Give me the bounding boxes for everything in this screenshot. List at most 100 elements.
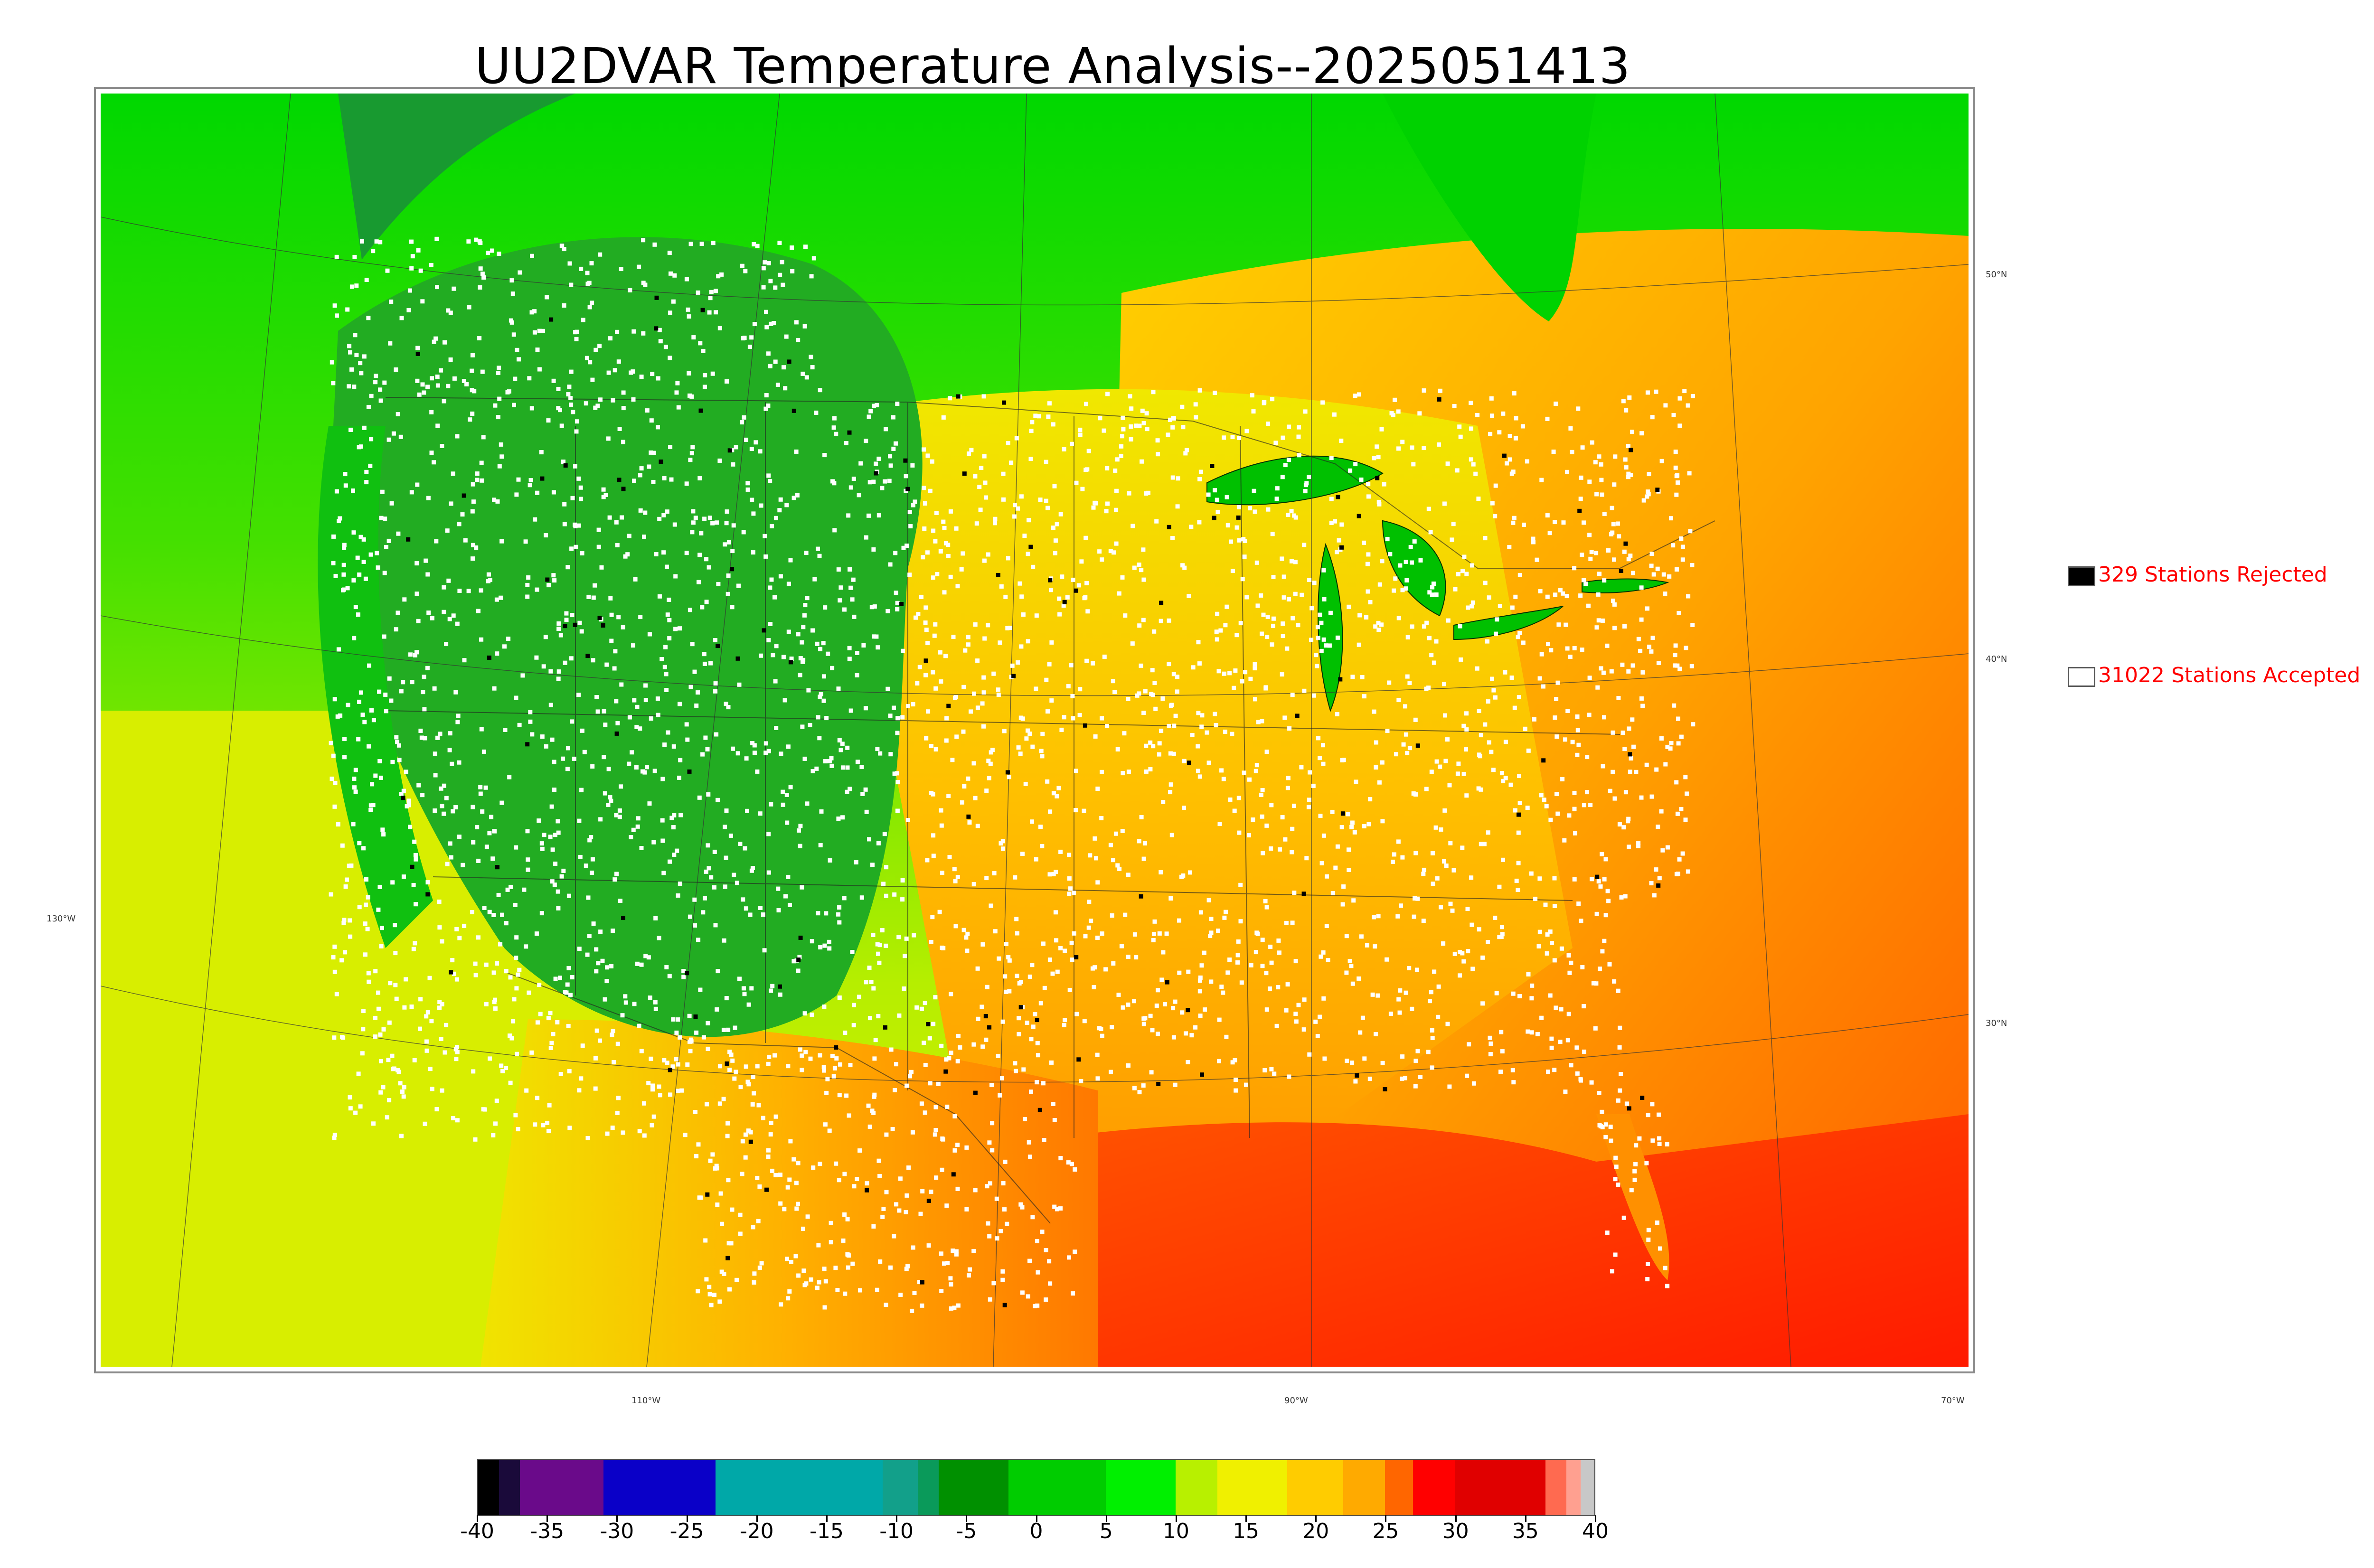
station-accepted-marker [618, 899, 622, 903]
station-accepted-marker [332, 1136, 337, 1140]
station-accepted-marker [537, 818, 541, 823]
station-accepted-marker [1479, 842, 1483, 846]
station-accepted-marker [875, 1287, 879, 1292]
station-accepted-marker [843, 1291, 848, 1296]
station-accepted-marker [1002, 729, 1007, 733]
station-accepted-marker [1374, 1032, 1378, 1036]
station-accepted-marker [1066, 1160, 1071, 1165]
station-rejected-marker [899, 602, 904, 606]
station-accepted-marker [510, 291, 515, 296]
colorbar-segment [1217, 1460, 1288, 1515]
station-accepted-marker [1559, 1007, 1564, 1012]
station-accepted-marker [1193, 1025, 1198, 1030]
station-accepted-marker [481, 749, 486, 754]
station-accepted-marker [827, 1128, 832, 1133]
station-accepted-marker [782, 365, 786, 370]
station-rejected-marker [1236, 515, 1241, 520]
station-accepted-marker [1170, 425, 1175, 430]
station-accepted-marker [966, 642, 970, 647]
station-accepted-marker [1445, 737, 1450, 742]
station-accepted-marker [944, 738, 949, 743]
station-accepted-marker [676, 1089, 680, 1093]
station-accepted-marker [669, 816, 674, 820]
station-accepted-marker [484, 845, 489, 849]
station-accepted-marker [827, 759, 832, 763]
station-accepted-marker [1040, 844, 1045, 848]
station-accepted-marker [561, 756, 565, 761]
station-accepted-marker [643, 698, 648, 703]
station-accepted-marker [1223, 623, 1228, 628]
colorbar-tick [1105, 1515, 1107, 1522]
station-accepted-marker [730, 1207, 735, 1212]
station-accepted-marker [1082, 1019, 1087, 1023]
station-accepted-marker [1035, 1303, 1040, 1308]
station-accepted-marker [615, 543, 620, 547]
station-accepted-marker [828, 858, 832, 863]
station-accepted-marker [1652, 893, 1657, 898]
station-accepted-marker [1640, 670, 1645, 675]
station-accepted-marker [1302, 688, 1307, 693]
station-accepted-marker [340, 843, 345, 848]
station-accepted-marker [1005, 1221, 1009, 1226]
station-accepted-marker [776, 886, 781, 891]
station-accepted-marker [661, 871, 666, 875]
station-accepted-marker [1303, 409, 1308, 414]
station-accepted-marker [1573, 831, 1577, 836]
station-accepted-marker [752, 1271, 757, 1276]
colorbar-tick [1315, 1515, 1317, 1522]
station-rejected-marker [601, 623, 605, 628]
station-accepted-marker [1102, 428, 1106, 433]
station-accepted-marker [637, 1129, 642, 1134]
station-accepted-marker [1550, 941, 1554, 945]
station-accepted-marker [1606, 548, 1611, 553]
station-accepted-marker [448, 841, 452, 846]
station-accepted-marker [457, 522, 462, 526]
station-accepted-marker [1626, 817, 1631, 821]
station-accepted-marker [1344, 934, 1349, 939]
station-accepted-marker [1173, 714, 1178, 718]
station-accepted-marker [1261, 851, 1265, 855]
station-accepted-marker [888, 454, 893, 459]
station-accepted-marker [1437, 442, 1441, 447]
station-accepted-marker [1244, 429, 1249, 433]
station-rejected-marker [926, 1199, 931, 1203]
station-accepted-marker [770, 524, 774, 528]
station-accepted-marker [1503, 740, 1508, 744]
station-accepted-marker [434, 539, 439, 544]
station-accepted-marker [1539, 793, 1544, 798]
station-accepted-marker [378, 775, 383, 780]
station-accepted-marker [931, 1022, 936, 1026]
pacific-northwest-green [318, 426, 433, 948]
colorbar-segment [1566, 1460, 1581, 1515]
station-accepted-marker [678, 1035, 682, 1040]
station-accepted-marker [1413, 896, 1417, 901]
station-accepted-marker [1447, 783, 1452, 788]
station-accepted-marker [1183, 451, 1188, 456]
station-accepted-marker [1671, 543, 1676, 548]
station-accepted-marker [356, 1071, 361, 1076]
station-accepted-marker [612, 1060, 616, 1065]
station-accepted-marker [864, 535, 868, 540]
station-accepted-marker [1632, 1177, 1637, 1182]
station-accepted-marker [1100, 716, 1104, 721]
station-accepted-marker [656, 713, 660, 717]
station-accepted-marker [1156, 988, 1160, 993]
station-accepted-marker [939, 808, 943, 813]
station-accepted-marker [702, 516, 707, 521]
station-accepted-marker [783, 386, 788, 391]
station-accepted-marker [1599, 478, 1604, 482]
station-accepted-marker [740, 263, 744, 268]
station-accepted-marker [1622, 549, 1627, 554]
station-accepted-marker [548, 1046, 553, 1050]
station-accepted-marker [699, 242, 704, 246]
station-accepted-marker [473, 961, 478, 966]
station-accepted-marker [1566, 1012, 1571, 1016]
station-accepted-marker [1599, 666, 1603, 671]
station-accepted-marker [1244, 595, 1249, 600]
station-accepted-marker [750, 741, 755, 745]
station-accepted-marker [1442, 859, 1446, 864]
station-accepted-marker [381, 1085, 386, 1089]
station-accepted-marker [495, 651, 499, 656]
station-accepted-marker [1588, 803, 1593, 807]
station-accepted-marker [781, 655, 786, 659]
